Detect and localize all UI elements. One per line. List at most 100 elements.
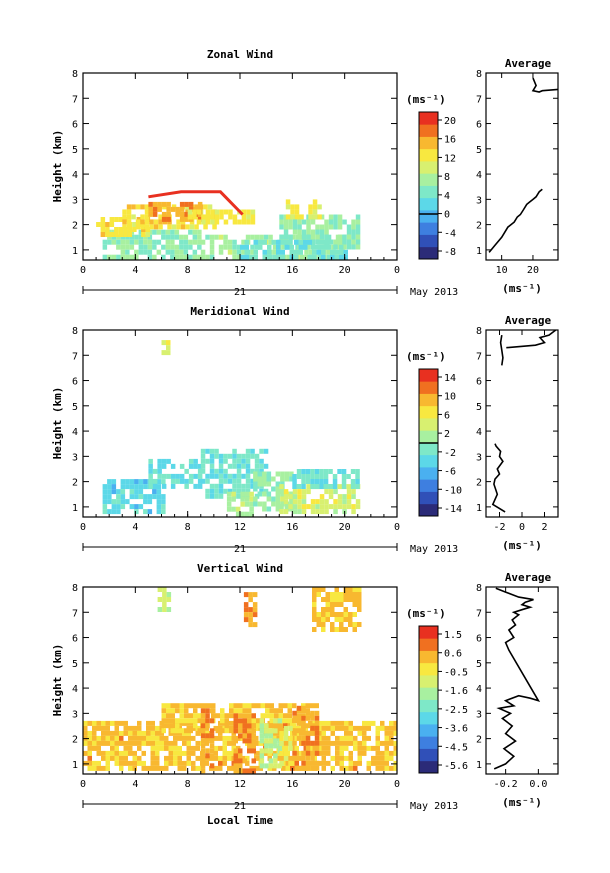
zonal-wind-colorbar-swatch bbox=[419, 112, 438, 125]
vertical-wind-cell bbox=[128, 725, 133, 731]
meridional-wind-colorbar-swatch bbox=[419, 503, 438, 517]
zonal-wind-cell bbox=[289, 254, 294, 260]
vertical-wind-cell bbox=[312, 617, 317, 622]
meridional-wind-cell bbox=[324, 504, 329, 510]
vertical-wind-cell bbox=[114, 740, 119, 746]
zonal-wind-cell bbox=[140, 224, 145, 230]
vertical-wind-cell bbox=[294, 760, 299, 766]
zonal-wind-cell bbox=[141, 232, 146, 237]
vertical-wind-cell bbox=[161, 718, 166, 724]
meridional-wind-cell bbox=[235, 511, 241, 517]
meridional-wind-colorbar-label: 2 bbox=[444, 429, 450, 440]
meridional-wind-cell bbox=[111, 509, 117, 515]
vertical-wind-cell bbox=[366, 765, 371, 771]
meridional-wind-cell bbox=[305, 479, 311, 484]
meridional-wind-cell bbox=[147, 499, 153, 505]
meridional-wind-cell bbox=[355, 484, 360, 489]
vertical-wind-cell bbox=[222, 740, 227, 746]
vertical-wind-cell bbox=[380, 740, 385, 746]
vertical-wind-cell bbox=[195, 730, 200, 736]
vertical-wind-x-tick-label: 12 bbox=[234, 779, 246, 790]
meridional-wind-cell bbox=[205, 478, 210, 484]
vertical-wind-cell bbox=[339, 592, 344, 597]
vertical-wind-cell bbox=[296, 713, 301, 719]
zonal-wind-cell bbox=[276, 254, 281, 260]
vertical-wind-cell bbox=[173, 750, 178, 756]
meridional-wind-cell bbox=[156, 479, 162, 485]
vertical-wind-cell bbox=[339, 622, 344, 627]
zonal-wind-cell bbox=[179, 234, 184, 240]
vertical-wind-cell bbox=[384, 725, 389, 731]
vertical-wind-cell bbox=[301, 703, 306, 709]
vertical-wind-cell bbox=[248, 612, 253, 618]
meridional-wind-cell bbox=[244, 501, 250, 507]
meridional-average-y-tick-label: 8 bbox=[476, 326, 482, 337]
meridional-wind-cell bbox=[241, 473, 246, 479]
meridional-wind-cell bbox=[197, 473, 203, 479]
vertical-wind-cell bbox=[200, 733, 206, 739]
vertical-wind-cell bbox=[256, 718, 261, 724]
vertical-wind-cell bbox=[384, 760, 389, 766]
meridional-wind-cell bbox=[333, 509, 338, 515]
zonal-wind-cell bbox=[179, 244, 184, 250]
vertical-wind-cell bbox=[238, 723, 243, 729]
zonal-wind-cell bbox=[223, 239, 228, 245]
vertical-wind-cell bbox=[123, 760, 128, 766]
zonal-wind-cell bbox=[333, 219, 338, 225]
vertical-wind-cell bbox=[243, 617, 249, 623]
vertical-wind-cell bbox=[259, 763, 265, 769]
vertical-wind-cell bbox=[353, 765, 358, 771]
zonal-wind-cell bbox=[279, 214, 284, 220]
zonal-wind-cell bbox=[131, 214, 136, 220]
meridional-wind-cell bbox=[161, 483, 167, 489]
vertical-wind-cell bbox=[233, 758, 238, 764]
zonal-wind-cell bbox=[246, 214, 251, 220]
meridional-wind-cell bbox=[214, 493, 219, 499]
meridional-wind-cell bbox=[134, 509, 139, 515]
meridional-wind-cell bbox=[214, 448, 219, 454]
zonal-wind-colorbar-swatch bbox=[419, 136, 438, 150]
vertical-wind-cell bbox=[273, 753, 278, 759]
meridional-average-x-axis-label: (ms⁻¹) bbox=[502, 539, 542, 552]
zonal-wind-cell bbox=[342, 219, 347, 225]
vertical-wind-cell bbox=[166, 723, 171, 729]
vertical-wind-cell bbox=[321, 740, 326, 746]
meridional-wind-cell bbox=[323, 474, 329, 479]
meridional-wind-cell bbox=[328, 494, 334, 500]
meridional-average-x-ticks: -2 0 2 bbox=[493, 330, 548, 533]
meridional-wind-cell bbox=[129, 484, 135, 490]
zonal-wind-cell bbox=[346, 244, 352, 250]
meridional-wind-cell bbox=[306, 484, 311, 490]
vertical-wind-cell bbox=[200, 738, 206, 744]
meridional-wind-cell bbox=[263, 463, 269, 469]
meridional-wind-cell bbox=[296, 469, 302, 474]
zonal-wind-y-tick-label: 2 bbox=[72, 221, 78, 232]
zonal-wind-cell bbox=[201, 219, 206, 225]
zonal-wind-cell bbox=[125, 239, 130, 245]
meridional-wind-cell bbox=[166, 340, 171, 346]
vertical-wind-cell bbox=[119, 730, 124, 736]
vertical-wind-cell bbox=[339, 755, 344, 761]
meridional-wind-cell bbox=[297, 489, 302, 495]
zonal-wind-cell bbox=[334, 249, 339, 255]
meridional-wind-cell bbox=[275, 486, 281, 492]
meridional-wind-cell bbox=[138, 489, 144, 495]
zonal-wind-y-tick-label: 1 bbox=[72, 246, 78, 257]
vertical-wind-cell bbox=[294, 745, 299, 751]
zonal-wind-cell bbox=[292, 229, 298, 235]
zonal-wind-y-tick-label: 7 bbox=[72, 94, 78, 105]
zonal-average-y-tick-label: 1 bbox=[476, 246, 482, 257]
vertical-wind-cell bbox=[330, 602, 335, 607]
zonal-wind-cell bbox=[166, 211, 171, 217]
zonal-wind-cell bbox=[285, 214, 291, 220]
zonal-wind-cell bbox=[306, 234, 311, 240]
meridional-wind-colorbar-swatch bbox=[419, 491, 438, 505]
meridional-wind-cell bbox=[263, 488, 269, 494]
zonal-wind-cell bbox=[144, 204, 150, 210]
zonal-wind-cell bbox=[209, 249, 215, 255]
zonal-wind-cell bbox=[228, 214, 233, 220]
zonal-wind-cell bbox=[114, 227, 119, 232]
vertical-wind-cell bbox=[114, 755, 119, 761]
vertical-wind-cell bbox=[238, 713, 243, 719]
vertical-wind-cell bbox=[215, 728, 220, 734]
